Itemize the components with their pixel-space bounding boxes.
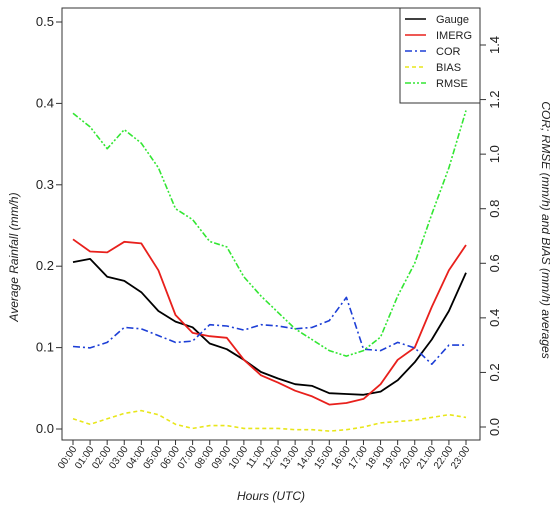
x-axis-title: Hours (UTC) [237, 489, 305, 503]
series-line-cor [72, 296, 466, 366]
y2-tick-label: 1.0 [487, 145, 502, 163]
legend: Gauge IMERG COR BIAS RMSE [399, 7, 481, 104]
legend-label: COR [436, 46, 461, 58]
y-tick-label: 0.4 [36, 95, 54, 110]
y-axis-title: Average Rainfall (mm/h) [7, 192, 21, 322]
plot-frame [61, 7, 481, 441]
legend-box [399, 7, 481, 104]
y2-tick-label: 0.8 [487, 200, 502, 218]
y2-tick-label: 0.0 [487, 418, 502, 436]
y2-tick-label: 1.4 [487, 36, 502, 54]
y-tick-label: 0.0 [36, 421, 54, 436]
y-tick-label: 0.2 [36, 258, 54, 273]
axes: 0.0 0.1 0.2 0.3 0.4 0.5 0.0 0.2 0.4 0.6 0.8 1.0 1.2 1… [36, 7, 502, 471]
y2-tick-label: 0.6 [487, 254, 502, 272]
legend-label: RMSE [436, 78, 468, 90]
series-line-imerg [72, 238, 467, 406]
series-line-gauge [72, 257, 467, 396]
y2-tick-label: 0.4 [487, 309, 502, 327]
y-tick-label: 0.1 [36, 340, 54, 355]
series-lines [72, 110, 467, 432]
y2-axis-title: COR; RMSE (mm/h) and BIAS (mm/h) average… [539, 101, 550, 358]
y2-tick-label: 1.2 [487, 91, 502, 109]
series-line-rmse [72, 110, 467, 357]
legend-label: IMERG [436, 30, 472, 42]
y-tick-label: 0.5 [36, 14, 54, 29]
legend-label: BIAS [436, 62, 461, 74]
x-tick-label: 23:00 [449, 444, 473, 471]
series-line-bias [72, 409, 467, 432]
y-tick-label: 0.3 [36, 177, 54, 192]
legend-label: Gauge [436, 14, 469, 26]
y2-tick-label: 0.2 [487, 363, 502, 381]
